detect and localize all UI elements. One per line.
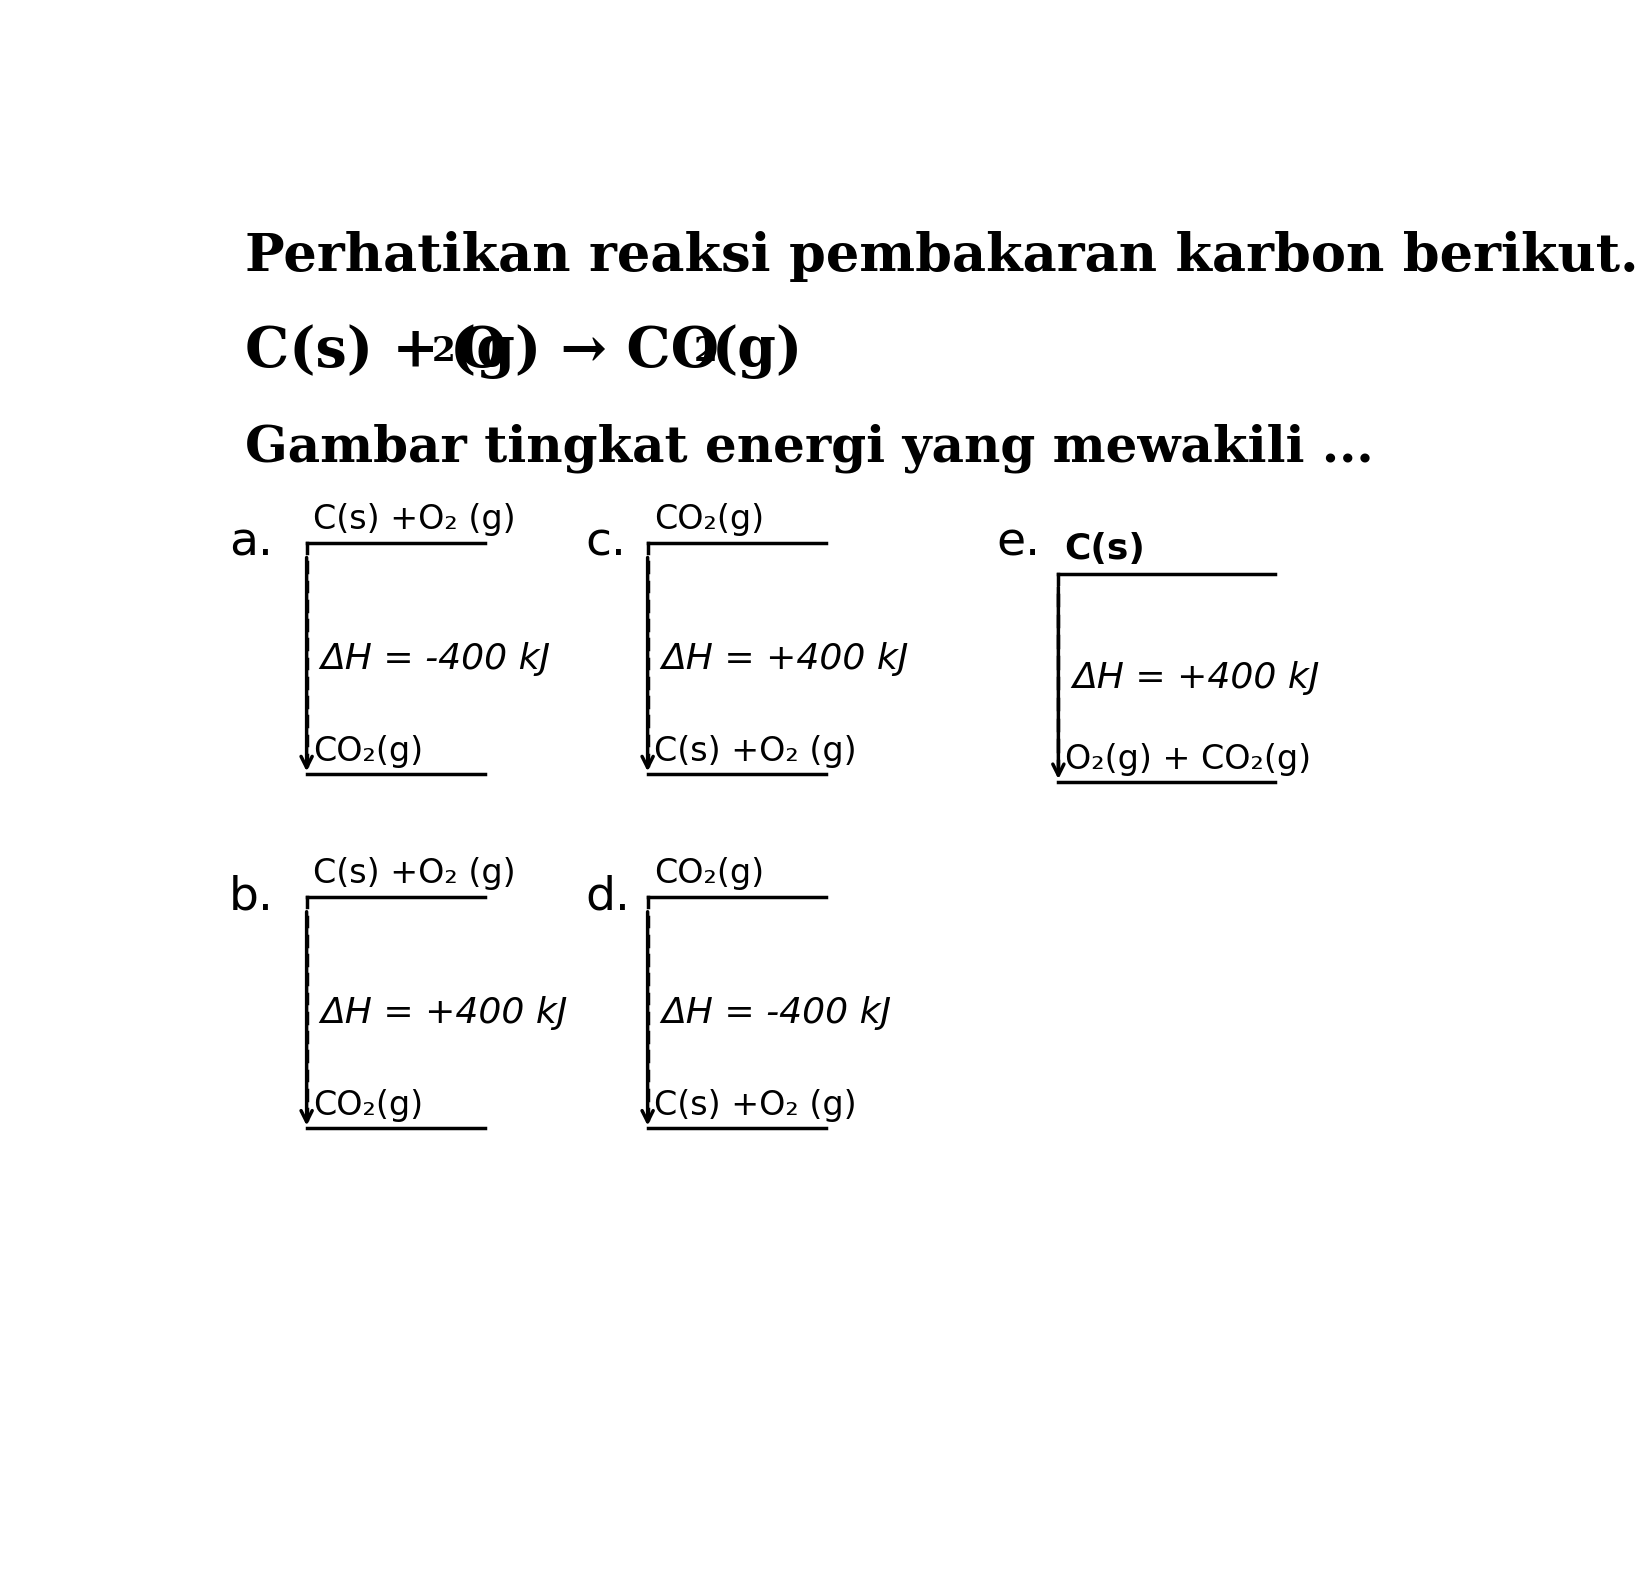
Text: CO₂(g): CO₂(g) (654, 502, 764, 536)
Text: C(s) + O: C(s) + O (245, 324, 506, 378)
Text: Gambar tingkat energi yang mewakili ...: Gambar tingkat energi yang mewakili ... (245, 424, 1374, 474)
Text: C(s) +O₂ (g): C(s) +O₂ (g) (654, 1090, 856, 1123)
Text: ΔH = -400 kJ: ΔH = -400 kJ (662, 995, 891, 1030)
Text: ΔH = +400 kJ: ΔH = +400 kJ (1072, 662, 1319, 695)
Text: (g) → CO: (g) → CO (450, 324, 720, 378)
Text: C(s) +O₂ (g): C(s) +O₂ (g) (654, 736, 856, 769)
Text: O₂(g) + CO₂(g): O₂(g) + CO₂(g) (1064, 743, 1311, 776)
Text: C(s): C(s) (1064, 532, 1145, 567)
Text: e.: e. (996, 520, 1041, 565)
Text: Perhatikan reaksi pembakaran karbon berikut.: Perhatikan reaksi pembakaran karbon beri… (245, 232, 1639, 282)
Text: (g): (g) (712, 324, 804, 378)
Text: ΔH = +400 kJ: ΔH = +400 kJ (321, 995, 568, 1030)
Text: 2: 2 (432, 334, 456, 367)
Text: ΔH = -400 kJ: ΔH = -400 kJ (321, 641, 550, 676)
Text: b.: b. (229, 874, 273, 920)
Text: c.: c. (586, 520, 626, 565)
Text: C(s) +O₂ (g): C(s) +O₂ (g) (313, 857, 516, 890)
Text: ΔH = +400 kJ: ΔH = +400 kJ (662, 641, 909, 676)
Text: CO₂(g): CO₂(g) (313, 736, 423, 769)
Text: CO₂(g): CO₂(g) (654, 857, 764, 890)
Text: a.: a. (229, 520, 273, 565)
Text: C(s) +O₂ (g): C(s) +O₂ (g) (313, 502, 516, 536)
Text: d.: d. (586, 874, 631, 920)
Text: 2: 2 (693, 334, 718, 367)
Text: CO₂(g): CO₂(g) (313, 1090, 423, 1123)
